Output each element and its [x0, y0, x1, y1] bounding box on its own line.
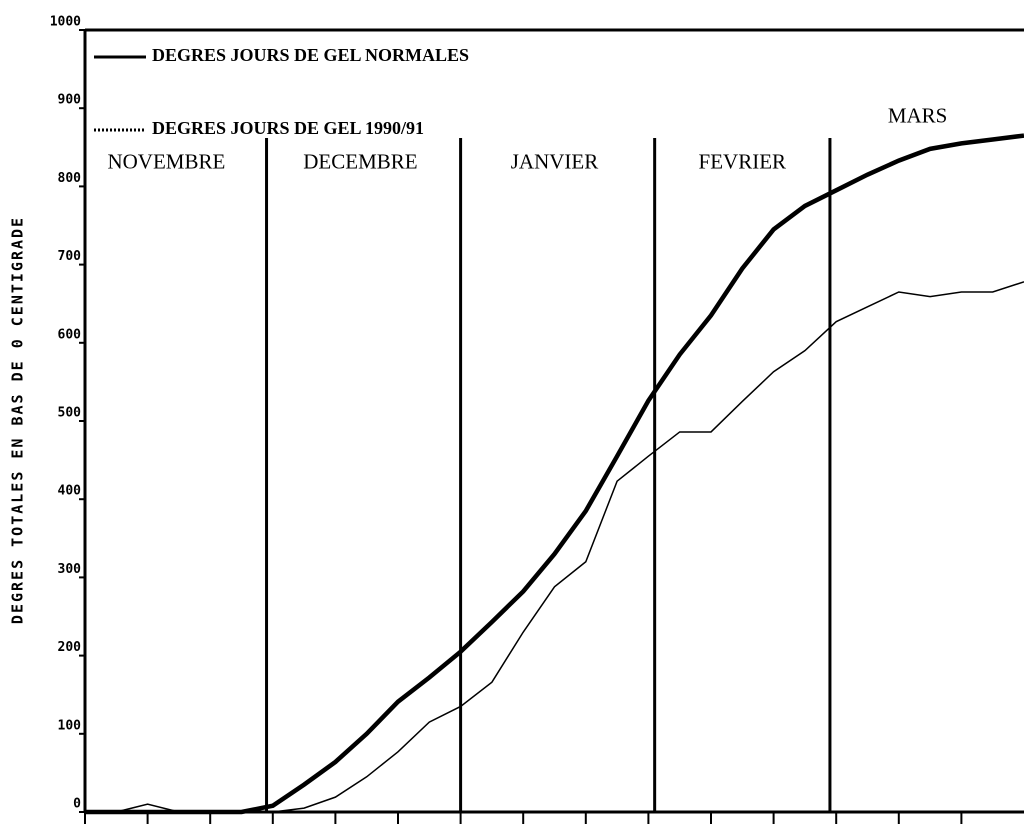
y-tick-label: 0 — [73, 797, 81, 812]
legend-label: DEGRES JOURS DE GEL 1990/91 — [152, 118, 424, 138]
month-label: DECEMBRE — [303, 150, 417, 174]
y-tick-label: 800 — [58, 171, 82, 186]
y-tick-label: 400 — [58, 484, 82, 499]
data-line — [85, 133, 1024, 815]
y-tick-label: 1000 — [50, 15, 81, 30]
legend-label: DEGRES JOURS DE GEL NORMALES — [152, 45, 469, 65]
y-axis-label: DEGRES TOTALES EN BAS DE 0 CENTIGRADE — [9, 216, 27, 624]
y-tick-label: 600 — [58, 327, 82, 342]
y-tick-label: 900 — [58, 93, 82, 108]
y-tick-label: 300 — [58, 562, 82, 577]
y-tick-label: 700 — [58, 249, 82, 264]
y-tick-label: 500 — [58, 406, 82, 421]
y-tick-label: 100 — [58, 718, 82, 733]
month-label: MARS — [888, 103, 948, 127]
month-label: FEVRIER — [699, 150, 787, 174]
data-line — [85, 281, 1024, 813]
month-label: NOVEMBRE — [107, 150, 225, 174]
month-label: JANVIER — [511, 150, 599, 174]
y-tick-label: 200 — [58, 640, 82, 655]
